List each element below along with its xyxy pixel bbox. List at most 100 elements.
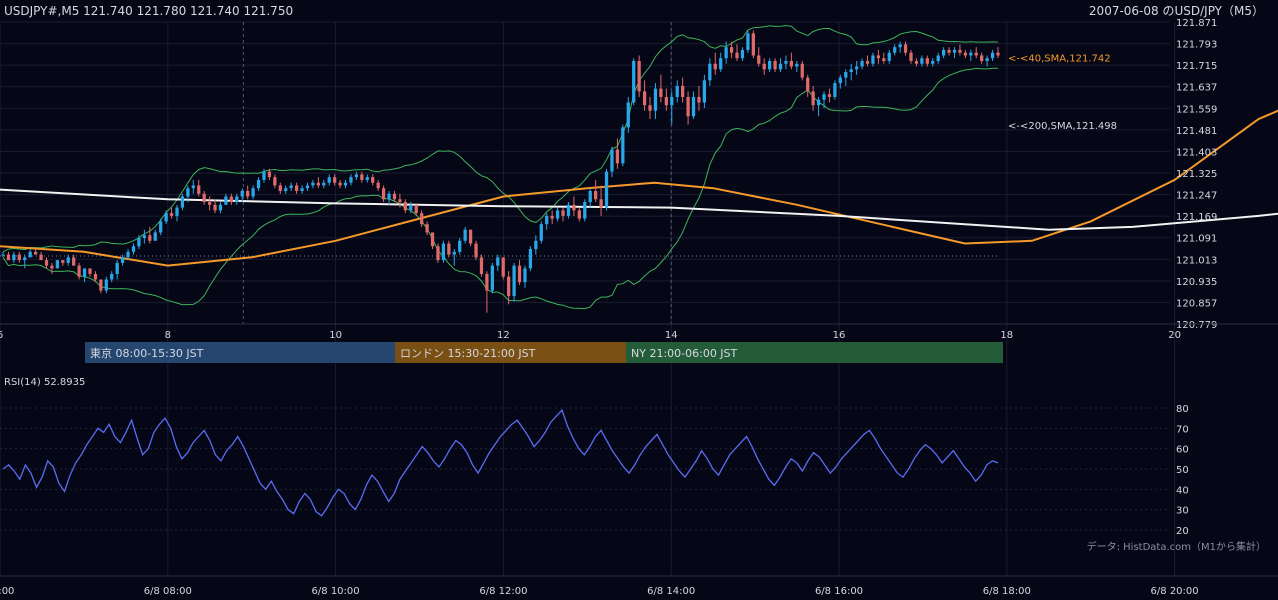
candle-body	[893, 47, 897, 53]
rsi-tick-label: 30	[1176, 506, 1189, 517]
candle-body	[224, 196, 228, 205]
candle-body	[44, 260, 49, 266]
bollinger-bands	[2, 25, 999, 310]
candle-body	[273, 177, 277, 186]
candle-body	[463, 229, 467, 241]
axes: 121.871 121.793 121.715 121.637 121.559 121.4…	[0, 18, 1278, 597]
sma40-label: <-<40,SMA,121.742	[1008, 54, 1111, 65]
candle-body	[936, 55, 940, 61]
candle-body	[267, 171, 272, 178]
session-block	[395, 342, 626, 363]
candle-body	[202, 193, 206, 203]
candle-body	[289, 185, 293, 189]
candle-body	[262, 171, 266, 180]
candle-body	[534, 240, 538, 250]
session-block	[626, 342, 1003, 363]
candle-body	[371, 177, 375, 183]
price-tick-label: 121.013	[1176, 255, 1217, 266]
rsi-label: RSI(14) 52.8935	[4, 377, 85, 388]
candle-body	[648, 105, 652, 111]
price-tick-label: 121.793	[1176, 40, 1217, 51]
candle-body	[392, 193, 397, 200]
candle-body	[72, 257, 76, 266]
session-label: NY 21:00-06:00 JST	[631, 347, 738, 360]
candle-body	[218, 204, 223, 211]
rsi-tick-label: 60	[1176, 445, 1189, 456]
chart-title: 2007-06-08 のUSD/JPY（M5）	[1089, 4, 1264, 18]
candle-body	[120, 257, 125, 263]
candle-body	[256, 179, 261, 189]
candle-body	[517, 265, 522, 283]
session-block	[85, 342, 395, 363]
candle-body	[175, 207, 179, 216]
candle-body	[882, 58, 886, 61]
session-label: ロンドン 15:30-21:00 JST	[400, 347, 536, 360]
candle-body	[191, 185, 195, 189]
data-source-note: データ: HistData.com（M1から集計）	[1087, 540, 1266, 553]
price-tick-label: 121.715	[1176, 61, 1217, 72]
candle-body	[588, 190, 592, 203]
candle-body	[974, 52, 978, 56]
candle-body	[300, 188, 304, 191]
price-tick-label: 121.559	[1176, 104, 1217, 115]
candle-body	[333, 177, 337, 183]
candle-body	[447, 243, 451, 255]
candle-body	[762, 63, 766, 70]
candle-body	[675, 85, 679, 97]
candle-body	[88, 268, 92, 274]
price-tick-label: 121.247	[1176, 191, 1217, 202]
candle-body	[164, 213, 168, 222]
candle-body	[653, 88, 658, 111]
candle-body	[468, 229, 473, 244]
candle-body	[642, 91, 647, 106]
candle-body	[724, 47, 728, 59]
time-tick-label: 18	[1000, 330, 1013, 341]
candle-body	[180, 196, 185, 208]
candle-body	[941, 49, 946, 56]
candle-body	[561, 210, 565, 216]
candle-body	[452, 251, 456, 255]
candle-body	[197, 185, 201, 194]
candle-body	[757, 55, 761, 64]
candle-body	[795, 63, 799, 67]
session-label: 東京 08:00-15:30 JST	[90, 346, 204, 360]
candle-body	[550, 215, 554, 219]
price-tick-label: 121.403	[1176, 147, 1217, 158]
candle-body	[387, 193, 391, 200]
sma200-label: <-<200,SMA,121.498	[1008, 121, 1117, 132]
candle-body	[512, 265, 516, 297]
rsi-tick-label: 70	[1176, 424, 1189, 435]
bollinger-lower	[2, 67, 999, 310]
candle-body	[294, 185, 299, 191]
candle-body	[985, 58, 989, 61]
candle-body	[343, 182, 348, 186]
time-tick-label-full: 6/8 10:00	[312, 586, 360, 597]
candle-body	[637, 60, 641, 92]
candle-body	[381, 188, 386, 200]
candle-body	[403, 202, 407, 211]
rsi-panel: 80 70 60 50 40 30 20	[0, 404, 1189, 537]
candle-body	[235, 196, 239, 203]
candle-body	[284, 188, 288, 191]
candle-body	[599, 199, 603, 208]
price-tick-label: 120.857	[1176, 298, 1217, 309]
candle-body	[572, 204, 576, 211]
moving-averages: <-<40,SMA,121.742 <-<200,SMA,121.498	[0, 54, 1278, 267]
candle-body	[479, 257, 484, 274]
candle-body	[474, 243, 478, 258]
candle-body	[55, 260, 60, 269]
candle-body	[740, 49, 745, 59]
candle-body	[925, 58, 929, 64]
candle-body	[148, 235, 152, 241]
time-tick-label: 8	[165, 330, 171, 341]
candle-body	[876, 55, 881, 59]
candle-body	[61, 260, 65, 263]
rsi-tick-label: 50	[1176, 465, 1189, 476]
price-tick-label: 121.481	[1176, 126, 1217, 137]
candle-body	[822, 94, 826, 100]
rsi-tick-label: 80	[1176, 404, 1189, 415]
time-tick-label: 12	[497, 330, 510, 341]
candle-body	[82, 268, 87, 277]
candle-body	[719, 58, 723, 70]
candle-body	[360, 174, 364, 180]
